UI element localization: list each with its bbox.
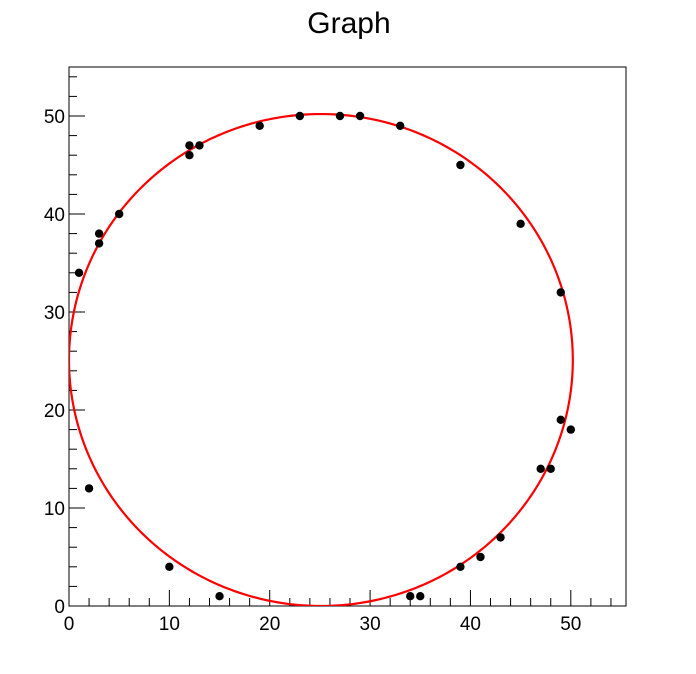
y-tick-label: 30 (44, 303, 65, 324)
x-tick-label: 20 (259, 614, 280, 635)
y-tick-label: 50 (44, 107, 65, 128)
data-point (74, 268, 84, 277)
data-point (84, 484, 94, 493)
x-tick-label: 40 (460, 614, 481, 635)
data-point (556, 288, 565, 297)
data-point (536, 464, 545, 473)
x-tick-label: 10 (159, 614, 180, 635)
plot-frame (68, 66, 627, 607)
y-tick-label: 10 (44, 499, 65, 520)
data-points-layer (74, 111, 576, 601)
data-point (416, 592, 425, 601)
data-point (185, 141, 194, 150)
data-point (456, 562, 465, 571)
fit-curve (69, 112, 574, 606)
y-tick-label: 0 (54, 597, 65, 618)
x-tick-label: 50 (560, 614, 581, 635)
data-point (165, 562, 174, 571)
data-point (516, 219, 525, 228)
data-point (395, 121, 405, 130)
chart-title: Graph (307, 7, 390, 40)
data-point (355, 111, 365, 121)
data-point (215, 592, 224, 601)
data-point (114, 209, 124, 219)
data-point (255, 121, 264, 130)
data-point (556, 415, 565, 424)
fit-curve-layer (69, 112, 574, 606)
y-tick-label: 40 (44, 205, 65, 226)
data-point (566, 425, 576, 434)
x-tick-label: 30 (360, 614, 381, 635)
data-point (476, 552, 485, 562)
data-point (335, 111, 345, 121)
data-point (496, 533, 505, 542)
y-tick-label: 20 (44, 401, 65, 422)
y-axis: 0 10 20 30 40 50 (44, 76, 85, 618)
data-point (94, 229, 104, 238)
x-tick-label: 0 (64, 614, 75, 635)
data-point (195, 141, 204, 150)
data-point (295, 111, 305, 121)
data-point (406, 592, 415, 601)
data-point (546, 464, 555, 473)
data-point (185, 151, 194, 160)
data-point (456, 160, 465, 170)
data-point (94, 239, 104, 248)
